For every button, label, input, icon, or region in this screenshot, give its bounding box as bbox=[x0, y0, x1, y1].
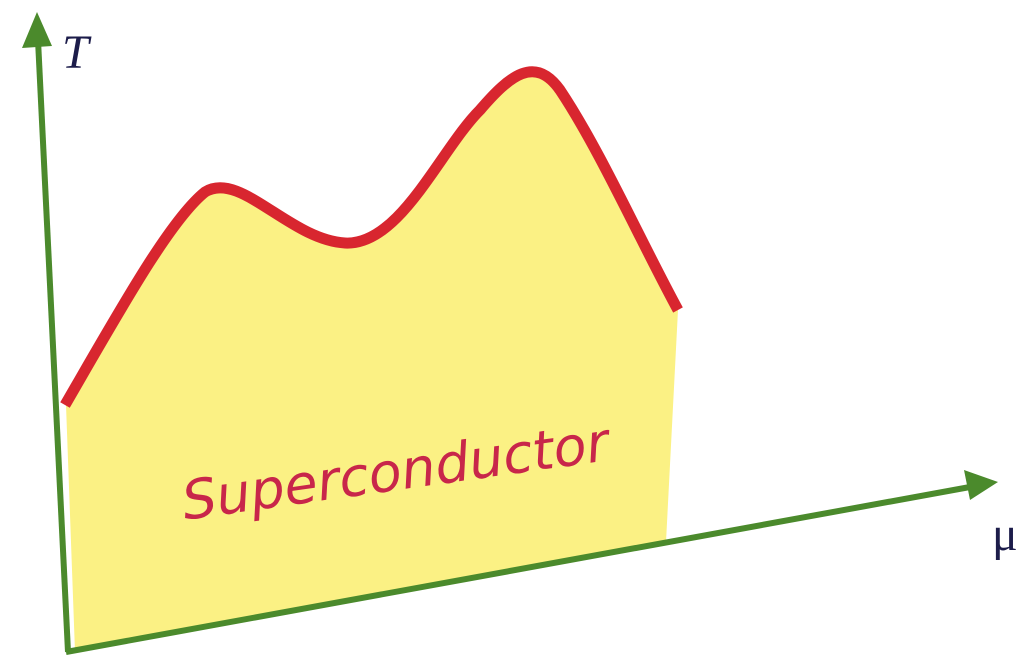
x-axis-label: μ bbox=[992, 508, 1018, 561]
x-axis-arrow bbox=[964, 470, 998, 500]
x-axis bbox=[65, 484, 971, 655]
y-axis-label: T bbox=[62, 26, 92, 79]
y-axis bbox=[35, 39, 71, 653]
y-axis-arrow bbox=[22, 12, 52, 48]
phase-boundary bbox=[60, 66, 683, 408]
superconductor-region bbox=[66, 71, 678, 653]
